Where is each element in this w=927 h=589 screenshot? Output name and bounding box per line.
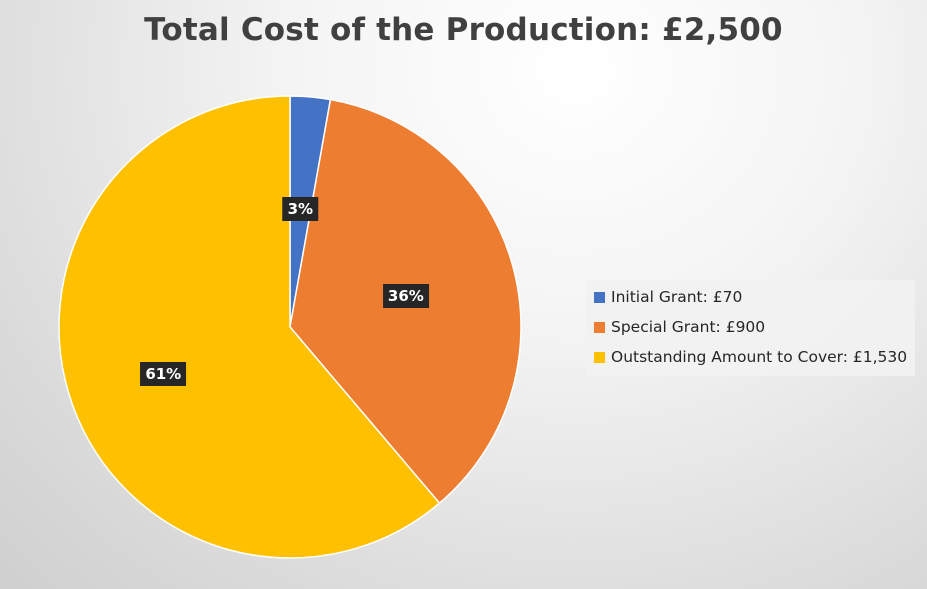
legend-swatch-initial-grant	[594, 291, 605, 303]
legend-label-initial-grant: Initial Grant: £70	[611, 288, 743, 306]
legend-item-special-grant: Special Grant: £900	[594, 312, 907, 342]
data-label-initial-grant: 3%	[282, 197, 319, 222]
legend: Initial Grant: £70 Special Grant: £900 O…	[586, 280, 916, 376]
legend-swatch-special-grant	[594, 321, 605, 333]
data-label-special-grant: 36%	[382, 283, 429, 308]
legend-item-outstanding-amount: Outstanding Amount to Cover: £1,530	[594, 342, 907, 372]
legend-label-outstanding-amount: Outstanding Amount to Cover: £1,530	[611, 348, 908, 366]
legend-item-initial-grant: Initial Grant: £70	[594, 282, 907, 312]
legend-swatch-outstanding-amount	[594, 351, 605, 363]
pie-slice-outstanding-amount	[58, 95, 441, 559]
legend-label-special-grant: Special Grant: £900	[611, 318, 766, 336]
chart-title: Total Cost of the Production: £2,500	[144, 12, 783, 48]
data-label-outstanding-amount: 61%	[140, 361, 187, 386]
